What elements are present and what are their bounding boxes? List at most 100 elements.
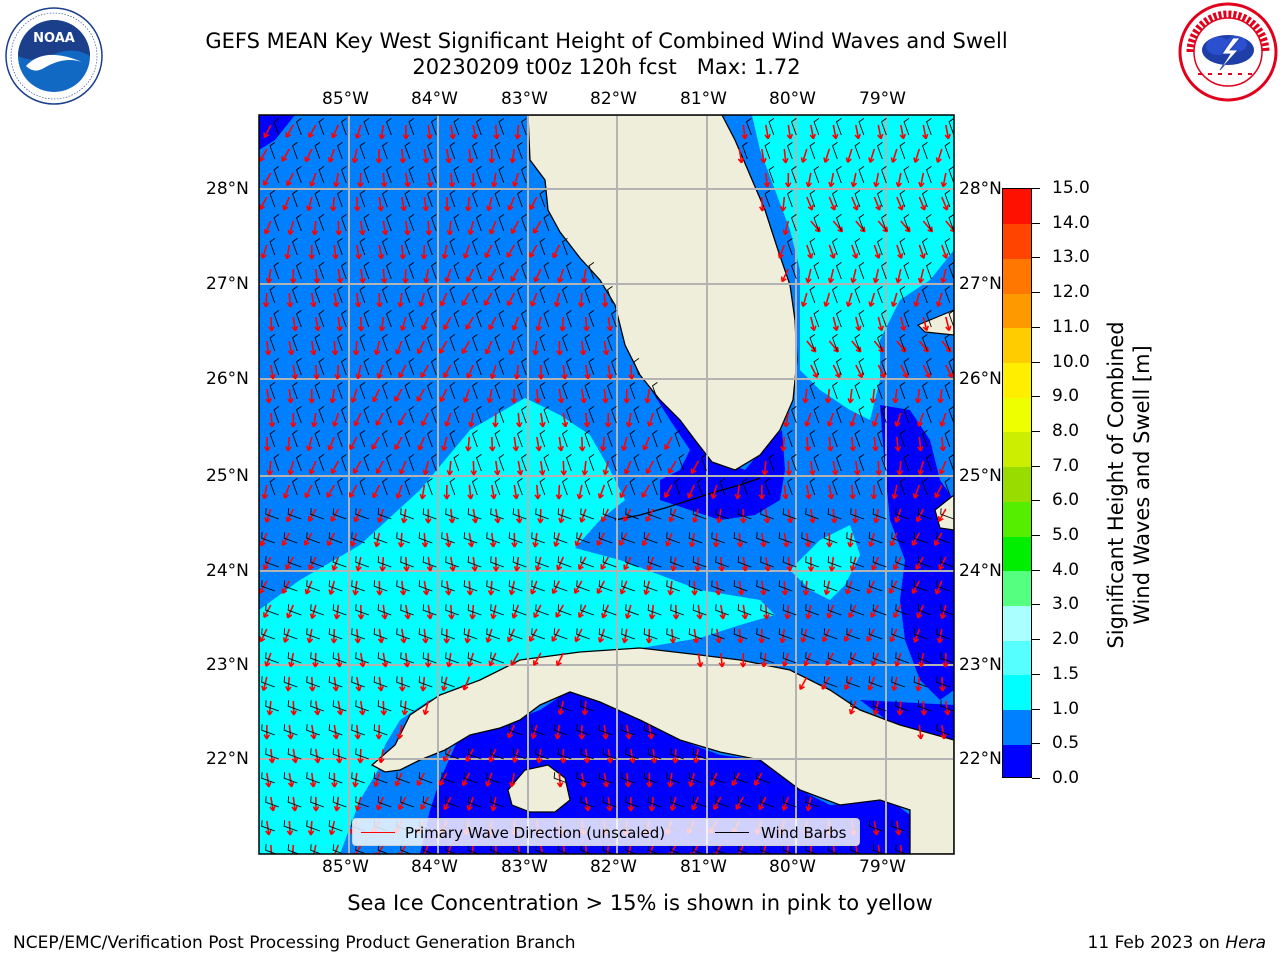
wave-direction-arrowhead xyxy=(532,660,539,666)
wave-direction-arrow xyxy=(311,724,315,739)
wind-barb xyxy=(854,333,861,352)
wind-barb xyxy=(377,508,392,520)
wave-direction-arrowhead xyxy=(782,541,790,548)
wave-direction-arrowhead xyxy=(418,301,425,308)
lon-label-bottom: 81°W xyxy=(680,857,727,877)
wind-barb xyxy=(494,381,501,400)
wind-barb xyxy=(926,453,932,472)
wind-barb xyxy=(463,628,478,640)
wind-barb xyxy=(386,117,392,136)
wave-direction-arrowhead xyxy=(536,757,543,764)
wave-direction-arrowhead xyxy=(650,758,658,764)
wave-direction-arrowhead xyxy=(579,517,586,523)
wave-direction-arrowhead xyxy=(574,540,581,547)
wave-direction-arrow xyxy=(312,412,317,427)
wind-barb xyxy=(400,796,414,808)
wind-barb xyxy=(611,405,617,424)
wave-direction-arrowhead xyxy=(373,781,380,788)
wind-barb xyxy=(598,532,613,544)
wave-direction-arrow xyxy=(851,196,858,211)
wind-barb xyxy=(337,429,343,448)
wave-direction-arrowhead xyxy=(859,226,866,233)
wave-direction-arrowhead xyxy=(805,805,812,812)
wave-direction-arrowhead xyxy=(355,373,362,380)
wave-direction-arrow xyxy=(427,556,432,571)
wave-direction-arrowhead xyxy=(760,157,767,164)
wind-barb xyxy=(517,477,523,496)
wave-direction-arrowhead xyxy=(336,709,344,716)
wave-direction-arrowhead xyxy=(916,421,924,427)
colorbar-tick-label: 8.0 xyxy=(1052,420,1080,441)
wave-direction-arrow xyxy=(337,316,341,331)
wind-barb xyxy=(944,333,951,352)
wave-direction-arrowhead xyxy=(263,228,270,235)
wind-barb xyxy=(944,429,951,448)
wave-direction-arrow xyxy=(648,724,653,739)
wave-direction-arrowhead xyxy=(359,661,366,668)
wave-direction-arrow xyxy=(877,124,882,139)
wave-direction-arrowhead xyxy=(397,301,404,308)
wave-direction-arrowhead xyxy=(443,638,450,644)
wave-direction-arrowhead xyxy=(850,181,858,188)
wind-barb xyxy=(633,453,640,472)
wind-barb xyxy=(832,381,838,400)
wave-direction-arrow xyxy=(536,436,541,451)
wave-direction-arrow xyxy=(922,124,927,139)
wind-barb xyxy=(476,453,482,472)
wind-barb xyxy=(373,772,388,784)
wave-direction-arrowhead xyxy=(354,734,361,740)
wave-direction-arrowhead xyxy=(375,734,383,740)
wind-barb xyxy=(926,357,932,376)
lon-label-top: 79°W xyxy=(859,89,906,109)
wind-barb xyxy=(431,213,437,232)
wave-direction-arrow xyxy=(378,628,383,643)
wave-direction-arrowhead xyxy=(578,446,586,452)
wind-barb xyxy=(917,508,932,520)
wave-direction-arrow xyxy=(491,436,494,452)
wind-barb xyxy=(652,381,658,400)
wind-barb xyxy=(809,381,816,400)
wave-direction-arrowhead xyxy=(627,806,635,812)
wave-direction-arrowhead xyxy=(799,684,805,691)
wave-direction-arrowhead xyxy=(691,804,698,811)
wave-direction-arrowhead xyxy=(667,468,674,474)
wind-barb xyxy=(903,453,910,472)
wave-direction-arrowhead xyxy=(602,781,610,788)
wave-direction-arrow xyxy=(334,172,340,187)
wind-barb xyxy=(809,189,816,208)
wave-direction-arrowhead xyxy=(465,206,472,212)
wave-direction-arrowhead xyxy=(687,492,694,499)
wind-barb xyxy=(431,453,437,472)
wind-barb xyxy=(427,141,433,160)
wave-direction-arrow xyxy=(304,148,313,162)
wind-barb xyxy=(377,796,392,808)
wave-direction-arrowhead xyxy=(351,157,359,164)
wind-barb xyxy=(318,213,325,232)
wave-direction-arrowhead xyxy=(555,612,562,618)
wave-direction-arrow xyxy=(488,268,497,282)
wave-direction-arrow xyxy=(265,292,268,308)
wind-barb xyxy=(408,213,415,232)
wind-barb xyxy=(341,405,347,424)
wave-direction-arrowhead xyxy=(601,302,609,308)
wave-direction-arrowhead xyxy=(438,780,445,786)
wind-barb xyxy=(314,333,321,352)
wind-barb xyxy=(337,381,343,400)
wave-direction-arrow xyxy=(259,196,268,210)
wind-barb xyxy=(517,381,523,400)
wind-barb xyxy=(498,405,505,424)
wave-direction-arrow xyxy=(512,316,520,331)
wind-barb xyxy=(625,508,639,520)
wind-barb xyxy=(269,189,276,208)
wave-direction-arrow xyxy=(513,172,520,187)
wave-direction-arrow xyxy=(372,388,381,403)
wind-barb xyxy=(494,285,501,304)
wind-barb xyxy=(422,556,437,568)
wave-direction-arrow xyxy=(855,316,861,331)
wind-barb xyxy=(318,357,325,376)
wind-barb xyxy=(922,381,928,400)
wave-direction-arrowhead xyxy=(469,614,476,620)
wave-direction-arrowhead xyxy=(602,349,610,356)
wind-barb xyxy=(756,580,770,592)
wave-direction-arrow xyxy=(562,364,566,379)
